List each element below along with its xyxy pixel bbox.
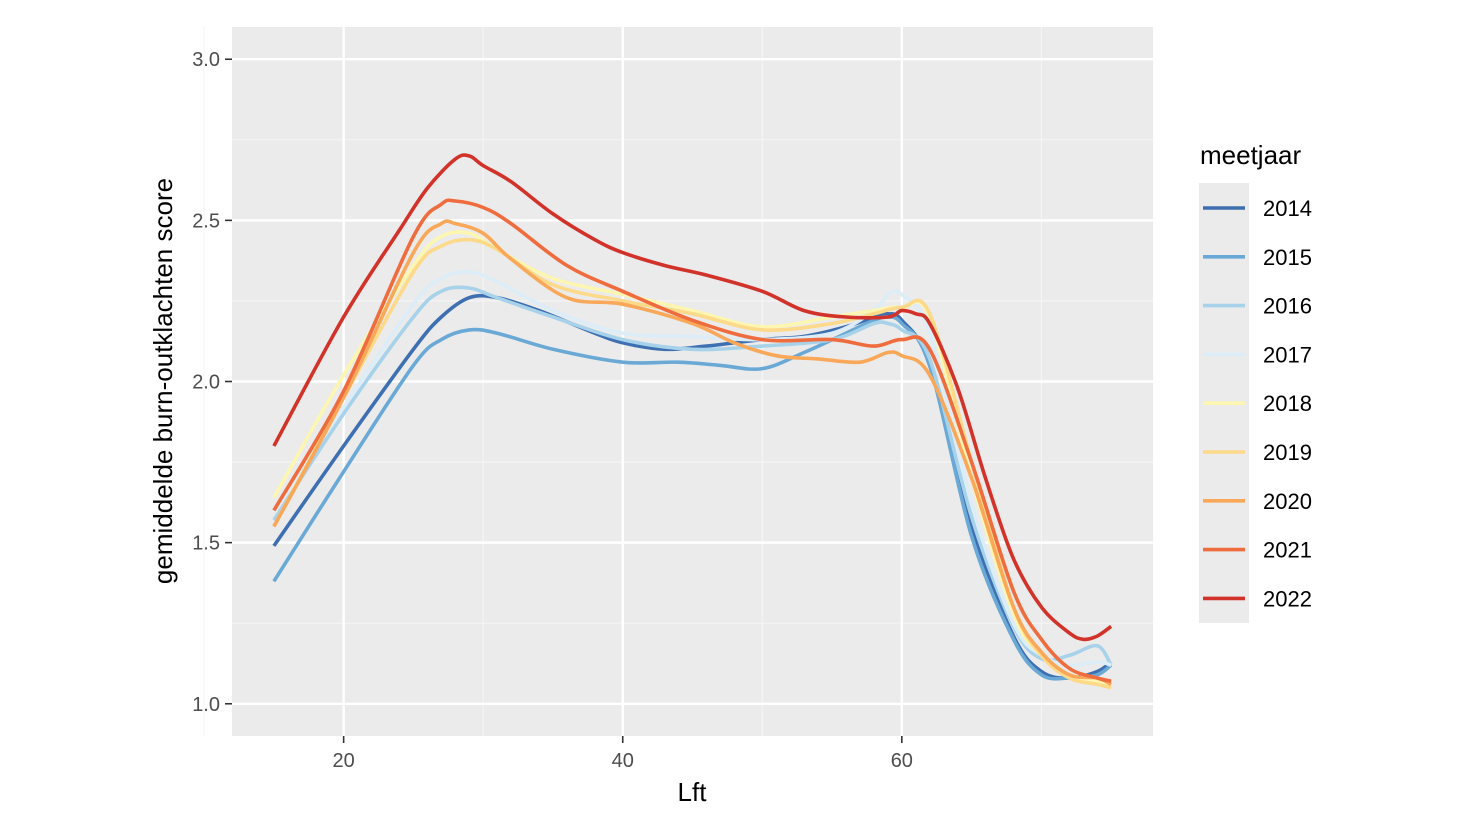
- legend-items: 2014 2015 2016 2017 2018 2019 2020 2021 2022: [1203, 196, 1312, 611]
- x-tick-label: 60: [891, 750, 913, 772]
- y-tick-label: 2.0: [192, 372, 220, 394]
- legend-label-2021: 2021: [1263, 538, 1312, 563]
- x-axis-title: Lft: [678, 777, 708, 807]
- legend: meetjaar 2014 2015 2016 2017 2018 2019 2020 202…: [1199, 140, 1312, 623]
- legend-label-2017: 2017: [1263, 342, 1312, 367]
- y-tick-label: 3.0: [192, 49, 220, 71]
- legend-label-2022: 2022: [1263, 586, 1312, 611]
- legend-label-2020: 2020: [1263, 489, 1312, 514]
- legend-label-2018: 2018: [1263, 391, 1312, 416]
- legend-label-2019: 2019: [1263, 440, 1312, 465]
- series-line-2020: [272, 219, 1112, 687]
- series-line-2017: [272, 270, 1112, 668]
- legend-label-2016: 2016: [1263, 294, 1312, 319]
- grid-major: [232, 27, 1153, 736]
- series-line-2022: [272, 153, 1113, 642]
- legend-title: meetjaar: [1200, 140, 1301, 170]
- x-tick-label: 20: [333, 750, 355, 772]
- y-tick-label: 1.5: [192, 533, 220, 555]
- series-lines: [272, 153, 1113, 690]
- y-axis: 1.0 1.5 2.0 2.5 3.0: [192, 49, 232, 716]
- y-axis-title: gemiddelde burn-outklachten score: [148, 178, 178, 584]
- x-tick-label: 40: [612, 750, 634, 772]
- x-axis: 20 40 60: [333, 736, 913, 772]
- y-tick-label: 2.5: [192, 210, 220, 232]
- y-tick-label: 1.0: [192, 694, 220, 716]
- series-line-2015: [272, 315, 1113, 681]
- legend-label-2015: 2015: [1263, 245, 1312, 270]
- series-line-2021: [272, 198, 1112, 683]
- legend-label-2014: 2014: [1263, 196, 1312, 221]
